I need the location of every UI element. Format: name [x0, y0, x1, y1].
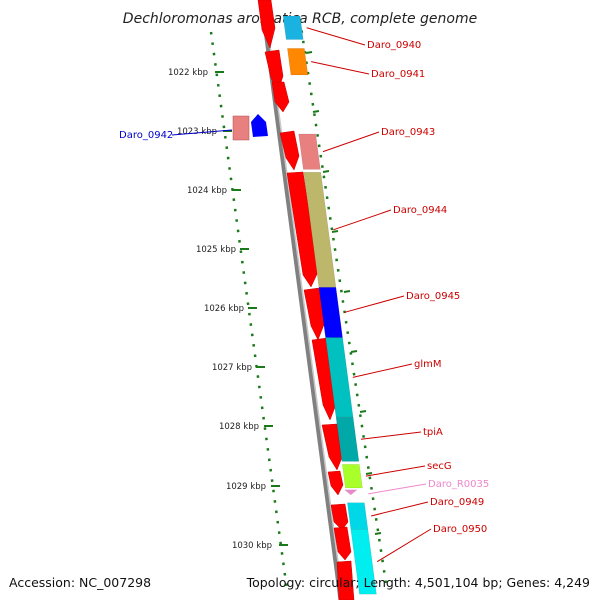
cds-arrow[interactable] [336, 560, 355, 600]
kbp-label: 1027 kbp [212, 363, 252, 373]
daro-0942-feature-pink[interactable] [232, 115, 250, 141]
kbp-label: 1024 kbp [187, 186, 227, 196]
gene-label-glmm[interactable]: glmM [414, 359, 442, 370]
outer-tick [359, 410, 367, 413]
feature-track [282, 15, 377, 595]
label-leader-line [368, 483, 427, 495]
outer-tick [374, 532, 382, 535]
label-leader-line [344, 295, 405, 313]
gene-label-secg[interactable]: secG [427, 461, 452, 472]
cds-arrow[interactable] [330, 503, 349, 531]
gene-label-daro_0949[interactable]: Daro_0949 [430, 497, 484, 508]
gene-label-daro_0943[interactable]: Daro_0943 [381, 127, 435, 138]
gene-label-daro_0941[interactable]: Daro_0941 [371, 69, 425, 80]
label-leader-line [352, 363, 413, 378]
label-leader-line [322, 131, 380, 153]
cds-arrow[interactable] [271, 81, 290, 113]
gene-label-daro_0945[interactable]: Daro_0945 [406, 291, 460, 302]
cds-arrow[interactable] [327, 470, 344, 496]
label-leader-line [311, 61, 370, 75]
gene-label-daro_0944[interactable]: Daro_0944 [393, 205, 447, 216]
kbp-label: 1028 kbp [219, 422, 259, 432]
gene-label-tpia[interactable]: tpiA [423, 427, 443, 438]
label-leader-line [365, 465, 426, 477]
cds-arrow[interactable] [286, 171, 319, 288]
gene-feature-daro_0949[interactable] [347, 502, 369, 530]
outer-tick [343, 290, 351, 293]
gene-label-daro_0940[interactable]: Daro_0940 [367, 40, 421, 51]
label-leader-line [306, 27, 366, 46]
gene-feature-tpia[interactable] [335, 416, 360, 462]
cds-arrow[interactable] [279, 130, 300, 171]
label-leader-line [171, 129, 233, 136]
gene-feature-daro_0950[interactable] [350, 529, 377, 595]
outer-tick [312, 110, 320, 113]
gene-feature-daro_0940[interactable] [282, 15, 304, 40]
outer-ticks [305, 51, 382, 535]
gene-label-daro_0950[interactable]: Daro_0950 [433, 524, 487, 535]
outer-tick [365, 472, 373, 475]
cds-arrow[interactable] [321, 423, 344, 471]
cds-arrow[interactable] [303, 287, 326, 341]
gene-feature-daro_0945[interactable] [318, 287, 343, 338]
kbp-label: 1022 kbp [168, 68, 208, 78]
outer-scale-line [298, 19, 389, 591]
gene-feature-daro_0943[interactable] [298, 133, 321, 170]
outer-tick [322, 170, 330, 173]
cds-arrow[interactable] [333, 526, 352, 561]
kbp-ticks: 1022 kbp 1023 kbp 1024 kbp 1025 kbp 1026… [168, 68, 288, 551]
kbp-label: 1029 kbp [226, 482, 266, 492]
cds-track [257, 0, 355, 600]
daro-0942-feature-blue[interactable] [251, 114, 268, 137]
gene-label-daro_r0035[interactable]: Daro_R0035 [428, 479, 489, 490]
kbp-label: 1026 kbp [204, 304, 244, 314]
genome-summary: Topology: circular; Length: 4,501,104 bp… [246, 575, 590, 590]
gene-feature-daro_r0035[interactable] [344, 489, 358, 496]
label-leader-line [360, 431, 422, 440]
label-leader-line [333, 209, 392, 231]
gene-feature-daro_0941[interactable] [287, 48, 309, 76]
kbp-label: 1025 kbp [196, 245, 236, 255]
kbp-label: 1023 kbp [177, 127, 217, 137]
cds-arrow[interactable] [257, 0, 276, 49]
gene-label-daro_0942[interactable]: Daro_0942 [119, 130, 173, 141]
label-leader-line [370, 501, 429, 517]
outer-tick [331, 230, 339, 233]
accession-label: Accession: NC_007298 [9, 575, 152, 590]
gene-labels: Daro_0940 Daro_0941 Daro_0942 Daro_0943 Daro… [119, 27, 489, 563]
label-leader-line [376, 528, 432, 563]
kbp-label: 1030 kbp [232, 541, 272, 551]
outer-tick [305, 51, 313, 54]
cds-arrow[interactable] [311, 337, 338, 421]
outer-tick [350, 350, 358, 353]
gene-feature-secg[interactable] [342, 464, 363, 489]
